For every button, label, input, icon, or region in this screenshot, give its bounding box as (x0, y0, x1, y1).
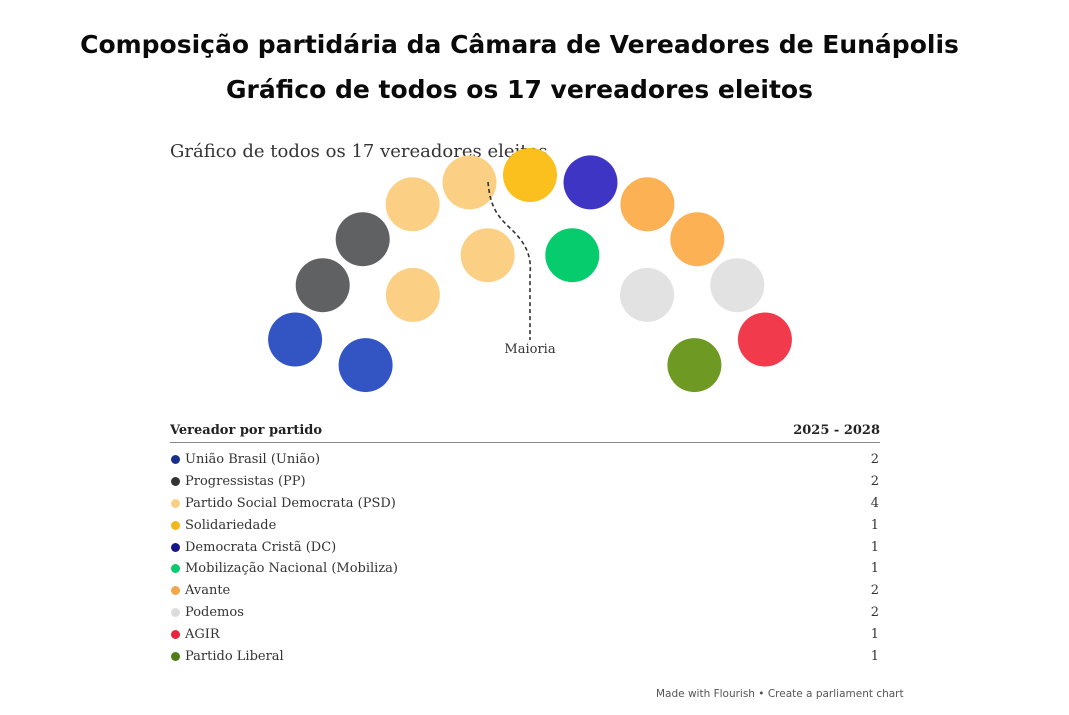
party-table: Vereador por partido 2025 - 2028 União B… (170, 423, 880, 667)
party-color-dot (171, 477, 180, 487)
party-cell: Progressistas (PP) (170, 474, 306, 489)
party-name: União Brasil (União) (185, 452, 321, 468)
parliament-chart: Maioria (268, 148, 792, 393)
party-seat-count: 1 (870, 648, 879, 664)
table-header: Vereador por partido 2025 - 2028 (170, 423, 880, 443)
seat-circle (670, 212, 725, 267)
majority-label: Maioria (504, 342, 555, 357)
party-seat-count: 1 (870, 539, 879, 555)
seat-circle (385, 267, 440, 322)
seat-circle (385, 177, 440, 232)
party-color-dot (171, 455, 180, 465)
party-row: AGIR 1 (170, 623, 880, 645)
party-row: Podemos 2 (170, 602, 880, 624)
party-cell: Podemos (170, 605, 244, 620)
party-row: Solidariedade 1 (170, 514, 880, 536)
party-color-dot (171, 520, 180, 530)
party-seat-count: 2 (870, 604, 879, 620)
party-cell: AGIR (170, 627, 220, 642)
seat-circle (545, 228, 600, 283)
party-row: Democrata Cristã (DC) 1 (170, 536, 880, 558)
seat-circle (335, 212, 390, 267)
party-name: Democrata Cristã (DC) (185, 539, 337, 555)
party-cell: Solidariedade (170, 518, 276, 533)
footer-credit[interactable]: Made with Flourish • Create a parliament… (656, 688, 904, 700)
seat-circle (338, 338, 393, 393)
period-column-header: 2025 - 2028 (793, 423, 880, 438)
party-seat-count: 1 (870, 626, 879, 642)
party-column-header: Vereador por partido (170, 423, 323, 438)
party-seat-count: 4 (870, 495, 879, 511)
party-cell: União Brasil (União) (170, 452, 320, 467)
party-seat-count: 1 (870, 561, 879, 577)
seat-circle (737, 312, 792, 367)
party-rows: União Brasil (União) 2 Progressistas (PP) 2… (170, 449, 880, 667)
seat-circle (667, 338, 722, 393)
seat-circle (710, 258, 765, 313)
party-cell: Partido Liberal (170, 649, 284, 664)
party-color-dot (171, 586, 180, 596)
party-row: União Brasil (União) 2 (170, 449, 880, 471)
party-color-dot (171, 542, 180, 552)
party-color-dot (171, 629, 180, 639)
party-name: Podemos (185, 604, 244, 620)
party-seat-count: 2 (870, 452, 879, 468)
seat-circle (442, 155, 497, 210)
party-cell: Partido Social Democrata (PSD) (170, 496, 396, 511)
party-row: Avante 2 (170, 580, 880, 602)
party-cell: Democrata Cristã (DC) (170, 540, 336, 555)
party-row: Partido Social Democrata (PSD) 4 (170, 493, 880, 515)
party-name: Partido Liberal (185, 648, 284, 664)
party-row: Partido Liberal 1 (170, 645, 880, 667)
seat-circle (620, 267, 675, 322)
party-name: Partido Social Democrata (PSD) (185, 495, 396, 511)
party-name: AGIR (185, 626, 220, 642)
party-row: Progressistas (PP) 2 (170, 471, 880, 493)
party-name: Progressistas (PP) (185, 474, 306, 490)
seat-circle (295, 258, 350, 313)
party-color-dot (171, 607, 180, 617)
seat-circle (620, 177, 675, 232)
party-name: Mobilização Nacional (Mobiliza) (185, 561, 399, 577)
party-row: Mobilização Nacional (Mobiliza) 1 (170, 558, 880, 580)
party-color-dot (171, 498, 180, 508)
party-color-dot (171, 564, 180, 574)
chart-title: Gráfico de todos os 17 vereadores eleito… (170, 141, 548, 162)
page-subtitle: Gráfico de todos os 17 vereadores eleito… (226, 75, 813, 104)
page-title: Composição partidária da Câmara de Verea… (80, 30, 959, 59)
seat-circle (503, 148, 557, 202)
party-color-dot (171, 651, 180, 661)
seat-circle (268, 312, 323, 367)
party-name: Solidariedade (185, 517, 277, 533)
party-name: Avante (185, 583, 231, 599)
party-seat-count: 2 (870, 474, 879, 490)
majority-line (487, 181, 532, 340)
party-cell: Avante (170, 583, 230, 598)
party-cell: Mobilização Nacional (Mobiliza) (170, 561, 398, 576)
party-seat-count: 2 (870, 583, 879, 599)
seat-circle (563, 155, 618, 210)
seat-circle (460, 228, 515, 283)
party-seat-count: 1 (870, 517, 879, 533)
